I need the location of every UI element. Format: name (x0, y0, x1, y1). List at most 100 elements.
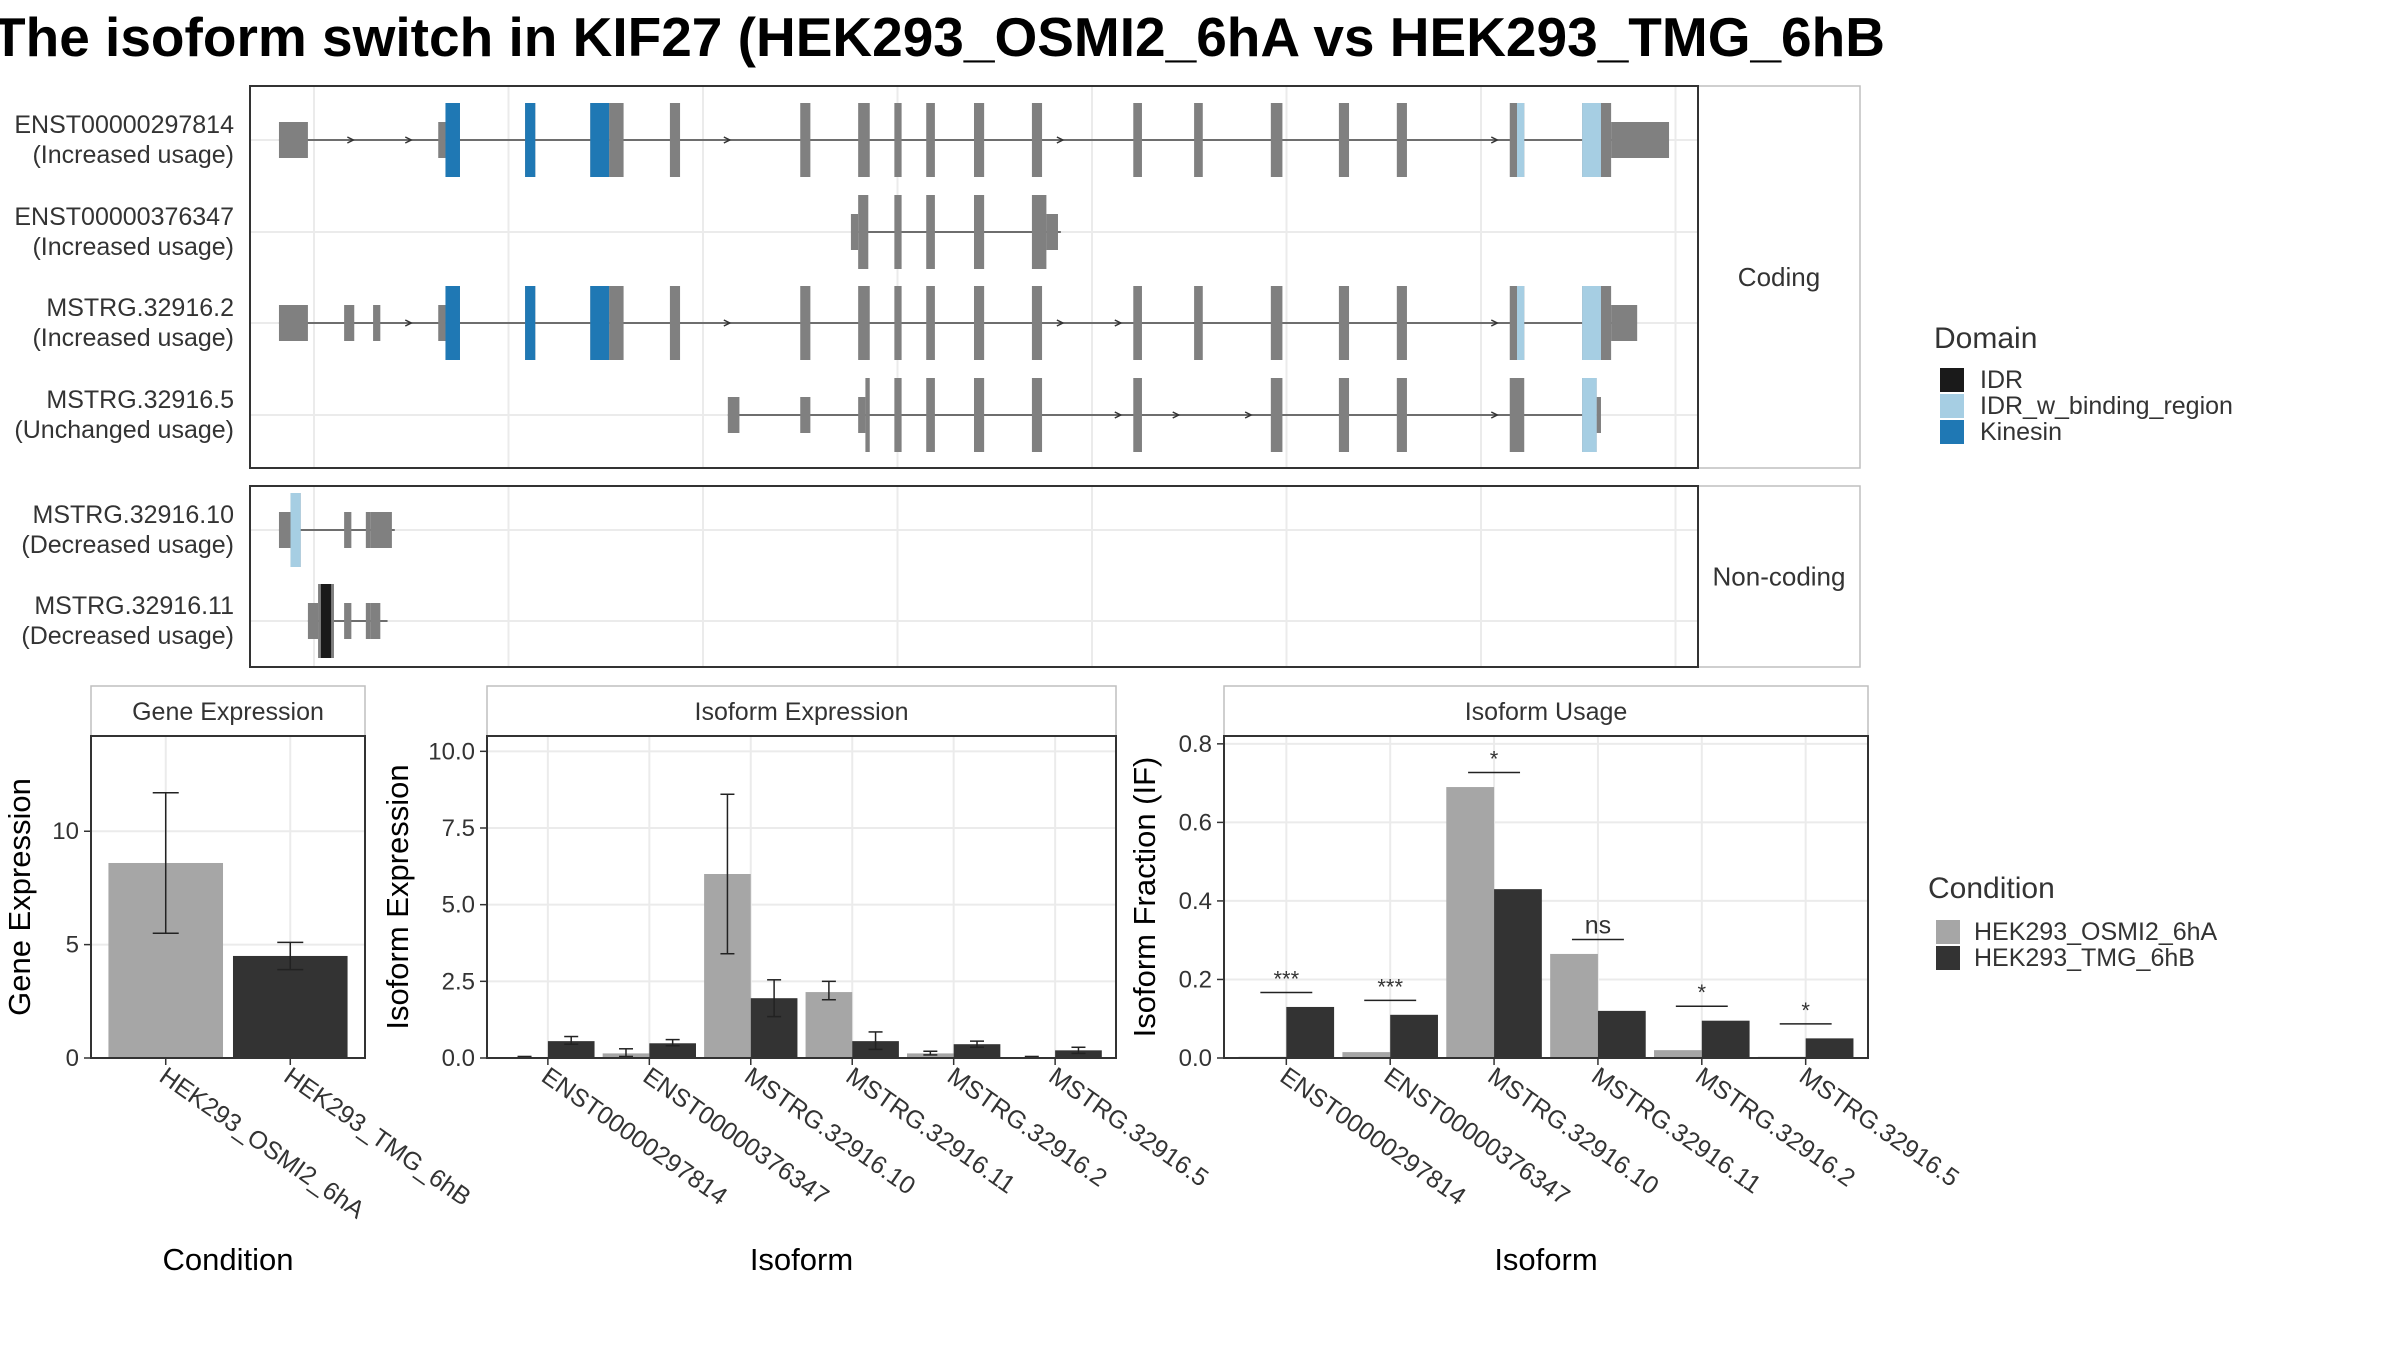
utr-exon (438, 305, 446, 341)
coding-exon (1031, 103, 1043, 177)
coding-exon (800, 286, 811, 360)
bar (907, 1053, 954, 1058)
domain-idr-w-binding-region (1517, 286, 1525, 360)
bar (649, 1043, 696, 1058)
utr-exon (800, 397, 811, 433)
coding-exon (858, 103, 870, 177)
utr-exon (365, 603, 371, 639)
utr-exon (370, 512, 392, 548)
transcript-name: MSTRG.32916.5 (46, 386, 234, 414)
utr-exon (365, 512, 371, 548)
significance-label: * (1801, 998, 1810, 1023)
panel-strip (486, 685, 1117, 737)
transcript-name: MSTRG.32916.11 (34, 592, 234, 620)
condition-legend-title: Condition (1928, 872, 2055, 905)
y-tick-label: 7.5 (442, 815, 475, 842)
utr-exon (438, 122, 446, 158)
coding-exon (1031, 378, 1043, 452)
strand-arrow (1114, 411, 1123, 419)
coding-exon (894, 378, 902, 452)
transcript-usage-label: (Unchanged usage) (14, 416, 234, 444)
bar (953, 1044, 1001, 1058)
coding-exon (669, 286, 681, 360)
x-axis-title: Condition (163, 1242, 294, 1277)
domain-kinesin (525, 103, 536, 177)
y-tick-label: 10 (52, 818, 79, 845)
panel-strip-title: Gene Expression (132, 698, 324, 726)
coding-strip-label: Coding (1738, 262, 1820, 292)
strand-arrow (404, 136, 413, 144)
domain-kinesin (590, 286, 610, 360)
strand-arrow (723, 136, 732, 144)
strand-arrow (1490, 136, 1499, 144)
transcript-usage-label: (Increased usage) (32, 141, 234, 169)
domain-kinesin (525, 286, 536, 360)
coding-exon (1509, 286, 1517, 360)
domain-legend-key (1940, 394, 1964, 418)
coding-exon (1338, 103, 1350, 177)
strand-arrow (723, 319, 732, 327)
coding-exon (1031, 195, 1047, 269)
coding-exon (1509, 378, 1525, 452)
significance-label: *** (1377, 974, 1403, 999)
bar (547, 1041, 595, 1058)
utr-exon (278, 122, 308, 158)
bar (232, 955, 348, 1058)
y-tick-label: 5.0 (442, 892, 475, 919)
coding-exon (1194, 103, 1203, 177)
coding-exon (1396, 103, 1407, 177)
coding-exon (1600, 286, 1612, 360)
coding-exon (926, 103, 935, 177)
noncoding-panel-border (249, 485, 1699, 668)
domain-legend-key (1940, 368, 1964, 392)
domain-legend-label: IDR (1980, 366, 2023, 394)
y-tick-label: 0.8 (1179, 731, 1212, 758)
strand-arrow (347, 136, 356, 144)
transcript-row: MSTRG.32916.2(Increased usage) (32, 286, 1638, 360)
transcript-row: ENST00000376347(Increased usage) (14, 195, 1061, 269)
coding-exon (1338, 378, 1350, 452)
coding-exon (609, 103, 624, 177)
bar (1286, 1006, 1335, 1058)
bar (1597, 1010, 1646, 1058)
coding-exon (1133, 286, 1142, 360)
y-tick-label: 2.5 (442, 968, 475, 995)
transcript-usage-label: (Increased usage) (32, 233, 234, 261)
utr-exon (850, 214, 859, 250)
y-tick-label: 0.0 (1179, 1045, 1212, 1072)
coding-exon (609, 286, 624, 360)
x-axis-title: Isoform (1494, 1242, 1597, 1277)
coding-exon (1396, 378, 1407, 452)
transcript-usage-label: (Decreased usage) (21, 622, 234, 650)
plot-border (90, 735, 366, 1059)
noncoding-strip-label: Non-coding (1713, 562, 1846, 592)
strand-arrow (1490, 319, 1499, 327)
y-axis-title: Isoform Fraction (IF) (1127, 757, 1162, 1038)
y-tick-label: 0 (66, 1045, 79, 1072)
coding-exon (1600, 103, 1612, 177)
x-axis-title: Isoform (750, 1242, 853, 1277)
x-tick-label: ENST00000297814 (536, 1062, 732, 1211)
coding-exon (858, 195, 869, 269)
bar (805, 992, 853, 1058)
transcript-name: ENST00000297814 (14, 111, 234, 139)
figure-title: The isoform switch in KIF27 (HEK293_OSMI… (0, 6, 1885, 68)
plot-background (1224, 736, 1868, 1058)
domain-kinesin (445, 286, 460, 360)
panel-strip (90, 685, 366, 737)
coding-exon (1338, 286, 1350, 360)
utr-exon (370, 603, 381, 639)
utr-exon (1611, 122, 1670, 158)
isoform-usage-panel: Isoform Usage 0.0 0.2 0.4 0.6 0.8 ENST00000297… (1127, 685, 1964, 1277)
panel-strip-title: Isoform Expression (695, 698, 909, 726)
y-axis-title: Gene Expression (2, 778, 37, 1016)
utr-exon (278, 305, 308, 341)
y-tick-label: 0.6 (1179, 809, 1212, 836)
coding-exon (974, 378, 985, 452)
coding-exon (926, 378, 935, 452)
coding-exon (1270, 286, 1283, 360)
utr-exon (727, 397, 740, 433)
utr-exon (344, 512, 352, 548)
